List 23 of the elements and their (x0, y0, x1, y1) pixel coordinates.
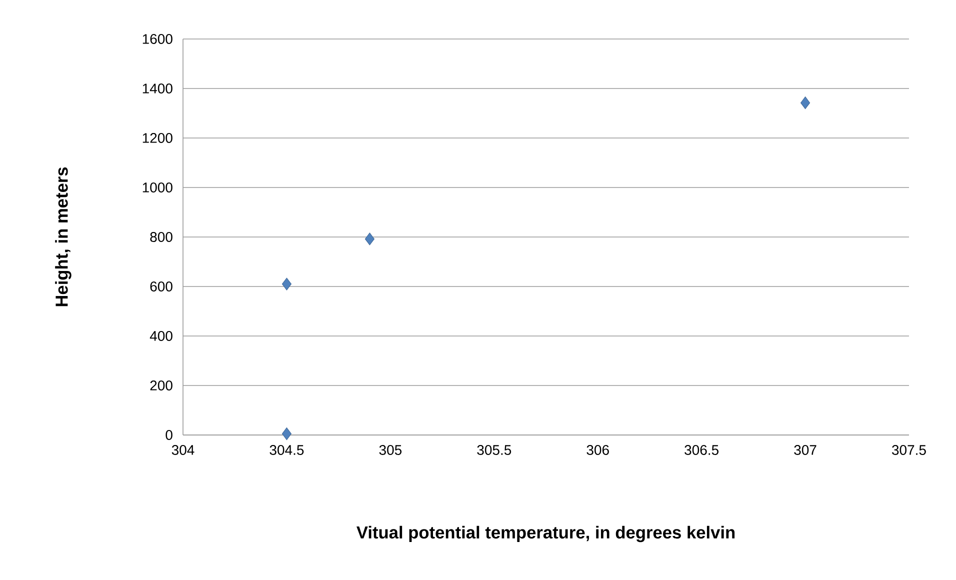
x-axis-title: Vitual potential temperature, in degrees kelvin (356, 526, 735, 542)
x-tick-label: 306.5 (684, 445, 718, 455)
x-tick-label: 306 (586, 445, 609, 455)
x-tick-label: 305.5 (477, 445, 512, 455)
x-tick-label: 305 (379, 445, 402, 455)
y-tick-label: 800 (150, 232, 172, 242)
y-tick-label: 1600 (142, 34, 172, 44)
y-tick-label: 1000 (142, 182, 172, 192)
x-tick-label: 304.5 (270, 445, 304, 455)
x-tick-label: 307 (794, 445, 816, 455)
y-tick-label: 400 (150, 331, 172, 341)
y-tick-label: 1400 (142, 84, 172, 94)
y-tick-label: 0 (166, 430, 172, 440)
x-tick-label: 304 (172, 445, 194, 455)
y-tick-label: 600 (150, 282, 172, 292)
y-tick-label: 200 (150, 380, 172, 390)
x-tick-label: 307.5 (892, 445, 926, 455)
point (282, 427, 292, 440)
y-tick-label: 1200 (142, 133, 172, 143)
point (800, 96, 810, 110)
point (364, 232, 374, 246)
point (282, 278, 292, 290)
y-axis-title: Height, in meters (55, 167, 72, 306)
